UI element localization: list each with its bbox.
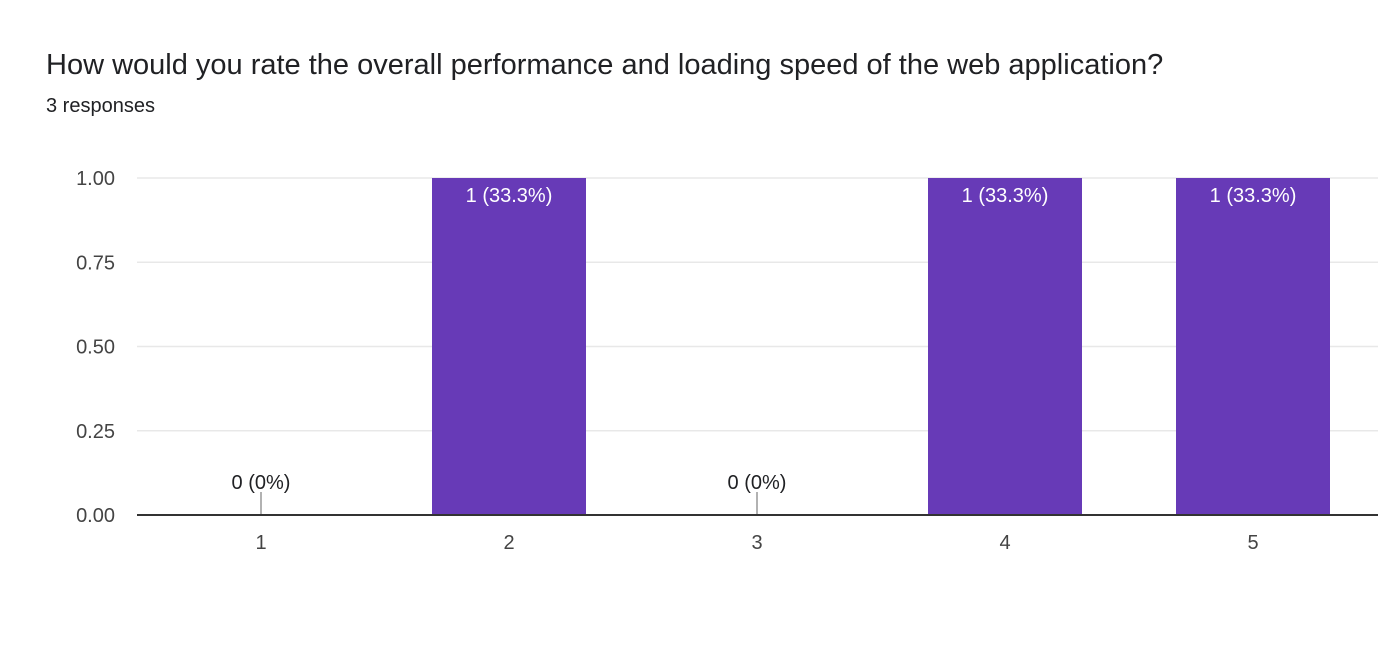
bar bbox=[432, 178, 586, 515]
x-tick-label: 4 bbox=[999, 532, 1010, 554]
y-tick-label: 1.00 bbox=[76, 168, 115, 190]
x-tick-label: 5 bbox=[1247, 532, 1258, 554]
bar bbox=[928, 178, 1082, 515]
question-title: How would you rate the overall performan… bbox=[46, 49, 1164, 81]
data-label: 0 (0%) bbox=[232, 472, 291, 494]
data-label: 0 (0%) bbox=[728, 472, 787, 494]
data-label: 1 (33.3%) bbox=[466, 185, 553, 207]
y-tick-label: 0.50 bbox=[76, 337, 115, 359]
bar bbox=[1176, 178, 1330, 515]
x-tick-label: 2 bbox=[503, 532, 514, 554]
response-count: 3 responses bbox=[46, 95, 155, 117]
x-tick-label: 1 bbox=[255, 532, 266, 554]
data-label: 1 (33.3%) bbox=[1210, 185, 1297, 207]
y-tick-label: 0.00 bbox=[76, 505, 115, 527]
y-tick-label: 0.75 bbox=[76, 252, 115, 274]
y-tick-label: 0.25 bbox=[76, 421, 115, 443]
data-label: 1 (33.3%) bbox=[962, 185, 1049, 207]
x-tick-label: 3 bbox=[751, 532, 762, 554]
